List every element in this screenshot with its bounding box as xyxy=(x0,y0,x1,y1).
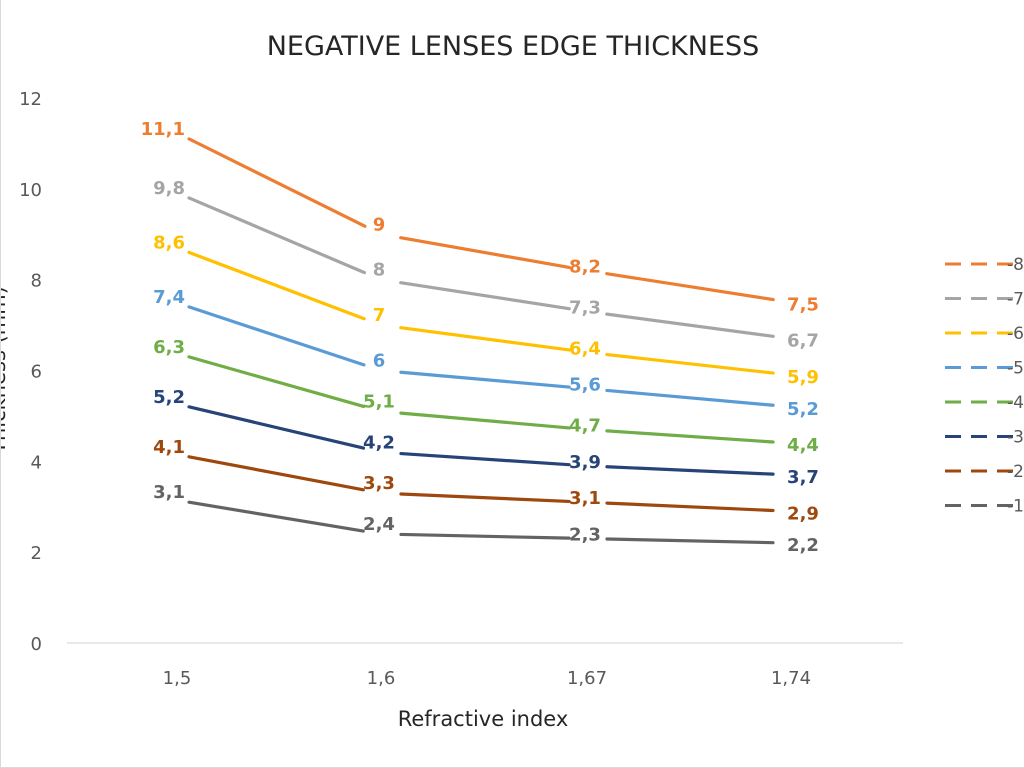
data-label: 5,2 xyxy=(153,387,185,408)
legend-label: -5 xyxy=(1007,359,1024,379)
data-label: 3,1 xyxy=(153,482,185,503)
x-tick-label: 1,74 xyxy=(771,668,811,689)
series--2: 4,1 3,3 3,1 2,9 xyxy=(153,437,819,525)
legend-label: -7 xyxy=(1007,290,1024,310)
y-tick-label: 2 xyxy=(31,543,42,564)
data-label: 4,7 xyxy=(569,416,601,437)
data-label: 4,4 xyxy=(787,435,819,456)
data-label: 5,2 xyxy=(787,399,819,420)
series-line-segment xyxy=(187,455,365,492)
series-line-segment xyxy=(399,411,571,430)
series-line-segment xyxy=(187,500,365,533)
series-line-segment xyxy=(605,352,775,375)
data-label: 3,9 xyxy=(569,452,601,473)
series-line-segment xyxy=(187,196,367,275)
series-line-segment xyxy=(399,281,571,311)
series-line-segment xyxy=(605,429,775,444)
series--7: 9,8 8 7,3 6,7 xyxy=(153,178,819,352)
series-line-segment xyxy=(605,465,775,476)
legend-label: -2 xyxy=(1007,462,1024,482)
data-label: 7,5 xyxy=(787,294,819,315)
legend-item--4: -4 xyxy=(945,393,1024,413)
data-label: 5,1 xyxy=(363,391,395,412)
legend-item--1: -1 xyxy=(945,497,1024,517)
legend: -8 -7 -6 -5 -4 -3 -2 -1 xyxy=(945,255,1024,517)
data-label: 8,2 xyxy=(569,257,601,278)
y-tick-label: 10 xyxy=(19,180,42,201)
data-label: 4,2 xyxy=(363,432,395,453)
series-line-segment xyxy=(399,370,571,389)
data-label: 8 xyxy=(373,260,386,281)
data-label: 3,7 xyxy=(787,467,819,488)
series-line-segment xyxy=(605,537,775,545)
series--4: 6,3 5,1 4,7 4,4 xyxy=(153,337,819,456)
series--8: 11,1 9 8,2 7,5 xyxy=(141,119,819,316)
data-label: 7 xyxy=(373,305,386,326)
y-tick-label: 12 xyxy=(19,89,42,110)
y-tick-label: 6 xyxy=(31,362,42,383)
legend-label: -1 xyxy=(1007,497,1024,517)
series-line-segment xyxy=(187,250,366,321)
series-line-segment xyxy=(399,451,571,467)
series-line-segment xyxy=(399,532,571,540)
series--5: 7,4 6 5,6 5,2 xyxy=(153,287,819,420)
legend-label: -3 xyxy=(1007,428,1024,448)
x-axis-title: Refractive index xyxy=(398,707,569,731)
y-tick-label: 4 xyxy=(31,452,42,473)
chart-title: NEGATIVE LENSES EDGE THICKNESS xyxy=(267,31,760,62)
data-label: 6,3 xyxy=(153,337,185,358)
data-label: 7,4 xyxy=(153,287,185,308)
series--1: 3,1 2,4 2,3 2,2 xyxy=(153,482,819,556)
data-label: 6,4 xyxy=(569,338,601,359)
legend-label: -4 xyxy=(1007,393,1024,413)
data-label: 2,2 xyxy=(787,535,819,556)
legend-item--6: -6 xyxy=(945,324,1024,344)
series-line-segment xyxy=(605,501,775,513)
data-label: 2,9 xyxy=(787,503,819,524)
data-label: 5,9 xyxy=(787,367,819,388)
legend-item--5: -5 xyxy=(945,359,1024,379)
data-label: 9,8 xyxy=(153,178,185,199)
series-line-segment xyxy=(605,272,775,302)
x-tick-label: 1,5 xyxy=(163,668,192,689)
legend-item--2: -2 xyxy=(945,462,1024,482)
plot-area: 0 2 4 6 8 10 12 1,5 1,6 1,67 1,74 11,1 9 8,2 7,5 9,8 8 7,… xyxy=(19,89,903,689)
data-label: 3,1 xyxy=(569,488,601,509)
series-line-segment xyxy=(605,312,775,338)
x-tick-label: 1,6 xyxy=(367,668,396,689)
data-label: 9 xyxy=(373,214,386,235)
data-label: 3,3 xyxy=(363,473,395,494)
data-label: 7,3 xyxy=(569,297,601,318)
series--3: 5,2 4,2 3,9 3,7 xyxy=(153,387,819,488)
data-label: 2,3 xyxy=(569,525,601,546)
legend-item--7: -7 xyxy=(945,290,1024,310)
data-label: 4,1 xyxy=(153,437,185,458)
y-axis-title: Thickness (mm) xyxy=(1,286,10,455)
series-line-segment xyxy=(399,492,571,504)
data-label: 11,1 xyxy=(141,119,185,140)
data-label: 8,6 xyxy=(153,232,185,253)
series-line-segment xyxy=(605,388,775,407)
series-line-segment xyxy=(187,355,366,409)
series-line-segment xyxy=(399,236,571,270)
data-label: 6 xyxy=(373,351,386,372)
series-line-segment xyxy=(187,137,367,228)
series-line-segment xyxy=(399,326,571,352)
x-tick-label: 1,67 xyxy=(567,668,607,689)
legend-item--8: -8 xyxy=(945,255,1024,275)
data-label: 6,7 xyxy=(787,331,819,352)
legend-label: -8 xyxy=(1007,255,1024,275)
y-tick-label: 0 xyxy=(31,634,42,655)
data-label: 5,6 xyxy=(569,375,601,396)
series-line-segment xyxy=(187,405,366,450)
series-line-segment xyxy=(187,305,366,367)
series--6: 8,6 7 6,4 5,9 xyxy=(153,232,819,388)
legend-item--3: -3 xyxy=(945,428,1024,448)
legend-label: -6 xyxy=(1007,324,1024,344)
data-label: 2,4 xyxy=(363,514,395,535)
y-tick-label: 8 xyxy=(31,271,42,292)
